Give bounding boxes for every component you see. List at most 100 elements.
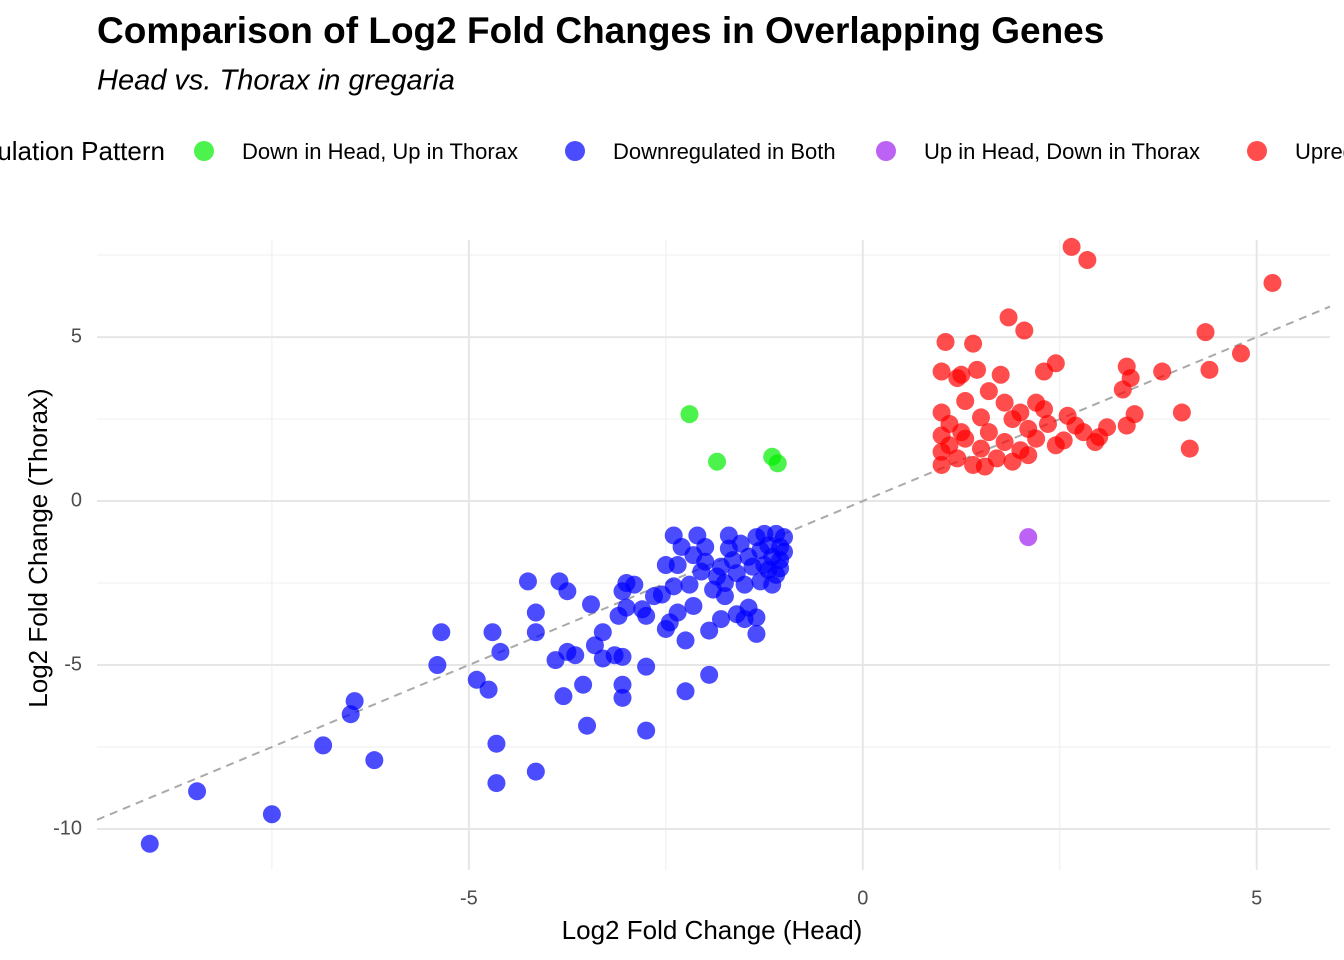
- chart-title: Comparison of Log2 Fold Changes in Overl…: [97, 10, 1104, 51]
- y-tick-label: 0: [71, 489, 82, 511]
- point: [995, 393, 1014, 412]
- point: [1035, 362, 1054, 381]
- point: [1153, 362, 1172, 381]
- point: [1066, 416, 1085, 435]
- legend-swatch: [565, 141, 585, 161]
- point: [1172, 403, 1191, 422]
- point: [676, 682, 695, 701]
- point: [1263, 273, 1282, 292]
- point: [676, 631, 695, 650]
- point: [680, 405, 699, 424]
- point: [975, 457, 994, 476]
- legend-swatch: [876, 141, 896, 161]
- point: [637, 657, 656, 676]
- point: [999, 308, 1018, 327]
- point: [345, 692, 364, 711]
- point: [1019, 528, 1038, 547]
- point: [613, 647, 632, 666]
- point: [932, 362, 951, 381]
- point: [768, 454, 787, 473]
- point: [771, 559, 790, 578]
- point: [558, 582, 577, 601]
- point: [952, 365, 971, 384]
- point: [1015, 321, 1034, 340]
- point: [637, 606, 656, 625]
- point: [696, 552, 715, 571]
- point: [613, 688, 632, 707]
- point: [979, 423, 998, 442]
- y-tick-label: -5: [64, 653, 82, 675]
- point: [1038, 414, 1057, 433]
- point: [1027, 429, 1046, 448]
- legend-label: Upregulated in Both: [1295, 139, 1344, 164]
- point: [711, 610, 730, 629]
- point: [432, 623, 451, 642]
- y-axis-label: Log2 Fold Change (Thorax): [23, 388, 53, 707]
- point: [715, 574, 734, 593]
- point: [1003, 410, 1022, 429]
- point: [995, 433, 1014, 452]
- point: [700, 665, 719, 684]
- point: [1019, 446, 1038, 465]
- y-tick-label: -10: [53, 817, 82, 839]
- point: [188, 782, 207, 801]
- point: [952, 423, 971, 442]
- point: [731, 534, 750, 553]
- point: [700, 621, 719, 640]
- legend-title: Regulation Pattern: [0, 136, 165, 166]
- point: [964, 334, 983, 353]
- legend-label: Down in Head, Up in Thorax: [242, 139, 518, 164]
- point: [617, 598, 636, 617]
- legend: Down in Head, Up in Thorax Downregulated …: [194, 139, 1344, 164]
- point: [775, 542, 794, 561]
- point: [971, 408, 990, 427]
- point: [526, 762, 545, 781]
- point: [979, 382, 998, 401]
- point: [747, 624, 766, 643]
- point: [680, 575, 699, 594]
- point: [140, 834, 159, 853]
- chart-subtitle: Head vs. Thorax in gregaria: [97, 65, 455, 97]
- legend-swatch: [194, 141, 214, 161]
- point: [526, 603, 545, 622]
- point: [932, 455, 951, 474]
- point: [696, 537, 715, 556]
- point: [1078, 251, 1097, 270]
- y-tick-label: 5: [71, 325, 82, 347]
- point: [747, 608, 766, 627]
- point: [574, 675, 593, 694]
- point: [314, 736, 333, 755]
- point: [479, 680, 498, 699]
- point: [625, 575, 644, 594]
- point: [487, 734, 506, 753]
- point: [991, 365, 1010, 384]
- point: [526, 623, 545, 642]
- point: [1196, 323, 1215, 342]
- point: [518, 572, 537, 591]
- point: [365, 751, 384, 770]
- legend-swatch: [1247, 141, 1267, 161]
- point: [968, 360, 987, 379]
- point: [1117, 416, 1136, 435]
- point: [428, 656, 447, 675]
- point: [1027, 393, 1046, 412]
- x-tick-label: -5: [460, 887, 478, 909]
- point: [956, 392, 975, 411]
- point: [585, 636, 604, 655]
- point: [593, 623, 612, 642]
- point: [487, 774, 506, 793]
- point: [613, 675, 632, 694]
- point: [684, 596, 703, 615]
- legend-label: Downregulated in Both: [613, 139, 836, 164]
- point: [715, 587, 734, 606]
- point: [668, 603, 687, 622]
- point: [1231, 344, 1250, 363]
- point: [1200, 360, 1219, 379]
- grid: -5 0 5 -10 -5 0 5: [53, 240, 1331, 909]
- point: [1090, 428, 1109, 447]
- point: [554, 687, 573, 706]
- point: [775, 528, 794, 547]
- point: [578, 716, 597, 735]
- point: [581, 595, 600, 614]
- point: [971, 439, 990, 458]
